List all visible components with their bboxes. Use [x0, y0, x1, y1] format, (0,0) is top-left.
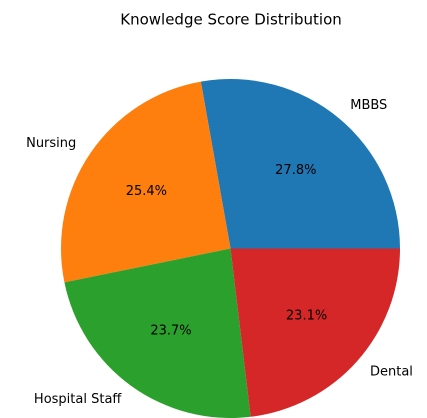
- slice-label: MBBS: [350, 98, 387, 113]
- pie-slice: [64, 248, 251, 418]
- value-label: 25.4%: [126, 184, 167, 199]
- slice-label: Dental: [370, 365, 413, 380]
- value-label: 23.1%: [286, 308, 327, 323]
- slice-label: Hospital Staff: [34, 392, 122, 407]
- pie-slice: [200, 78, 400, 249]
- value-label: 27.8%: [275, 163, 316, 178]
- pie-slice: [60, 81, 231, 283]
- chart-title: Knowledge Score Distribution: [120, 11, 342, 29]
- pie-slice: [230, 248, 400, 417]
- value-label: 23.7%: [150, 323, 191, 338]
- slice-label: Nursing: [26, 136, 76, 151]
